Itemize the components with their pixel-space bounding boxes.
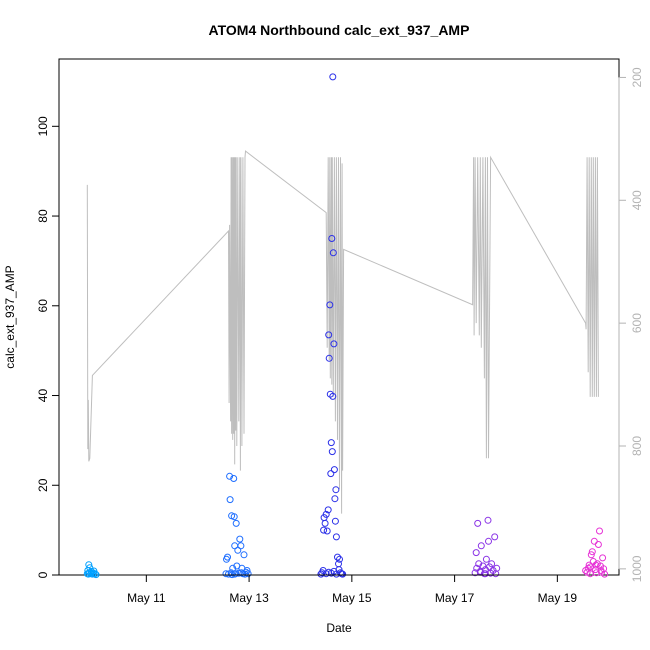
data-point <box>588 548 596 556</box>
data-point <box>232 519 240 527</box>
data-point <box>488 560 496 568</box>
y-tick-label: 40 <box>36 389 50 403</box>
data-point <box>321 519 329 527</box>
x-tick-label: May 11 <box>127 591 166 605</box>
data-point <box>475 560 483 568</box>
data-point <box>330 340 338 348</box>
data-point <box>92 571 100 579</box>
data-point <box>322 510 330 518</box>
data-point <box>85 561 93 569</box>
data-point <box>332 533 340 541</box>
point-group-2 <box>222 472 252 579</box>
data-point <box>240 551 248 559</box>
y-tick-label: 20 <box>36 478 50 492</box>
data-point <box>237 542 245 550</box>
data-point <box>236 535 244 543</box>
data-point <box>585 561 593 569</box>
x-axis: May 11 May 13 May 15 May 17 May 19 <box>127 574 578 605</box>
data-point <box>334 553 341 561</box>
data-point <box>224 553 231 561</box>
y-tick-label: 60 <box>36 299 50 313</box>
data-point <box>329 249 337 257</box>
data-point <box>324 506 332 514</box>
x-tick-label: May 17 <box>435 591 475 605</box>
data-point <box>325 354 333 362</box>
data-point <box>317 570 325 578</box>
point-group-3 <box>317 73 347 578</box>
data-point <box>594 541 602 548</box>
data-point <box>491 533 499 541</box>
data-point <box>331 517 339 525</box>
data-point <box>484 516 492 524</box>
chart-title: ATOM4 Northbound calc_ext_937_AMP <box>209 22 470 38</box>
y-tick-label: 100 <box>36 116 50 136</box>
y2-tick-label: 400 <box>630 190 644 210</box>
data-point <box>230 475 238 482</box>
scatter-points <box>83 73 609 579</box>
data-point <box>599 554 607 562</box>
y2-tick-label: 800 <box>630 436 644 456</box>
data-point <box>481 570 489 578</box>
data-point <box>329 392 337 400</box>
x-tick-label: May 13 <box>229 591 269 605</box>
data-point <box>474 519 482 527</box>
data-point <box>587 551 595 559</box>
y2-tick-label: 600 <box>630 313 644 333</box>
y-axis: 0 20 40 60 80 100 <box>36 116 60 578</box>
data-point <box>331 495 339 503</box>
data-point <box>327 439 335 447</box>
data-point <box>485 537 492 545</box>
data-point <box>326 301 334 309</box>
data-point <box>596 527 603 535</box>
point-group-5 <box>582 527 609 578</box>
data-point <box>332 570 340 578</box>
data-point <box>328 235 336 242</box>
data-point <box>597 567 605 574</box>
data-point <box>323 527 331 535</box>
data-point <box>329 73 337 81</box>
data-point <box>592 561 600 569</box>
data-point <box>328 448 336 456</box>
data-point <box>327 470 335 478</box>
data-point <box>91 570 99 578</box>
data-point <box>244 570 252 578</box>
y-axis-label: calc_ext_937_AMP <box>3 265 17 368</box>
data-point <box>226 496 234 504</box>
data-point <box>332 486 340 494</box>
data-point <box>325 331 333 339</box>
y2-axis: 200 400 600 800 1000 <box>618 67 644 582</box>
x-axis-label: Date <box>326 621 352 635</box>
point-group-1 <box>83 561 100 579</box>
data-point <box>336 555 343 563</box>
data-point <box>226 472 234 480</box>
y2-tick-label: 1000 <box>630 555 644 582</box>
data-point <box>493 564 501 572</box>
data-point <box>237 569 245 577</box>
data-point <box>471 569 479 577</box>
data-point <box>482 555 490 563</box>
x-tick-label: May 19 <box>538 591 578 605</box>
x-tick-label: May 15 <box>332 591 372 605</box>
point-group-4 <box>471 516 501 578</box>
data-point <box>590 537 598 545</box>
right-axis-line-series <box>86 150 599 514</box>
y2-tick-label: 200 <box>630 67 644 87</box>
data-point <box>477 542 485 550</box>
data-point <box>320 526 328 534</box>
data-point <box>601 570 609 578</box>
data-point <box>230 513 238 521</box>
y-tick-label: 0 <box>36 571 50 578</box>
data-point <box>472 549 480 557</box>
data-point <box>231 570 239 578</box>
data-point <box>330 466 338 474</box>
line-series <box>86 150 599 514</box>
y-tick-label: 80 <box>36 209 50 223</box>
